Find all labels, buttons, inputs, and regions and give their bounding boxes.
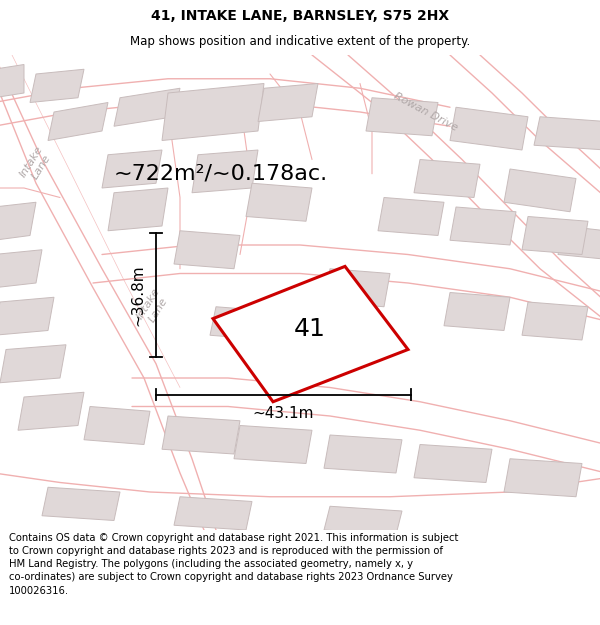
Text: Contains OS data © Crown copyright and database right 2021. This information is : Contains OS data © Crown copyright and d… xyxy=(9,533,458,596)
Polygon shape xyxy=(213,266,408,402)
Polygon shape xyxy=(246,183,312,221)
Polygon shape xyxy=(504,459,582,497)
Polygon shape xyxy=(18,392,84,430)
Text: Intake
Lane: Intake Lane xyxy=(17,144,55,185)
Text: 41, INTAKE LANE, BARNSLEY, S75 2HX: 41, INTAKE LANE, BARNSLEY, S75 2HX xyxy=(151,9,449,24)
Polygon shape xyxy=(192,150,258,192)
Text: Map shows position and indicative extent of the property.: Map shows position and indicative extent… xyxy=(130,35,470,48)
Polygon shape xyxy=(534,117,600,150)
Text: 41: 41 xyxy=(294,318,326,341)
Polygon shape xyxy=(30,69,84,102)
Polygon shape xyxy=(0,345,66,382)
Polygon shape xyxy=(48,102,108,141)
Polygon shape xyxy=(210,307,276,340)
Polygon shape xyxy=(102,150,162,188)
Polygon shape xyxy=(558,226,600,259)
Polygon shape xyxy=(450,107,528,150)
Polygon shape xyxy=(174,497,252,530)
Polygon shape xyxy=(378,198,444,236)
Text: ~722m²/~0.178ac.: ~722m²/~0.178ac. xyxy=(114,164,328,184)
Polygon shape xyxy=(258,84,318,121)
Polygon shape xyxy=(84,406,150,444)
Polygon shape xyxy=(324,506,402,535)
Polygon shape xyxy=(0,250,42,288)
Polygon shape xyxy=(522,302,588,340)
Text: Rowan Drive: Rowan Drive xyxy=(392,91,460,133)
Polygon shape xyxy=(294,316,360,354)
Polygon shape xyxy=(162,416,240,454)
Polygon shape xyxy=(114,88,180,126)
Polygon shape xyxy=(108,188,168,231)
Polygon shape xyxy=(522,216,588,254)
Polygon shape xyxy=(174,231,240,269)
Polygon shape xyxy=(0,298,54,335)
Polygon shape xyxy=(504,169,576,212)
Text: ~36.8m: ~36.8m xyxy=(131,264,146,326)
Text: Intake
Lane: Intake Lane xyxy=(134,286,172,328)
Polygon shape xyxy=(414,444,492,483)
Polygon shape xyxy=(162,84,264,141)
Polygon shape xyxy=(42,488,120,521)
Text: ~43.1m: ~43.1m xyxy=(253,406,314,421)
Polygon shape xyxy=(0,64,24,98)
Polygon shape xyxy=(444,292,510,331)
Polygon shape xyxy=(324,435,402,473)
Polygon shape xyxy=(450,207,516,245)
Polygon shape xyxy=(0,202,36,240)
Polygon shape xyxy=(366,98,438,136)
Polygon shape xyxy=(234,426,312,464)
Polygon shape xyxy=(414,159,480,198)
Polygon shape xyxy=(324,269,390,307)
